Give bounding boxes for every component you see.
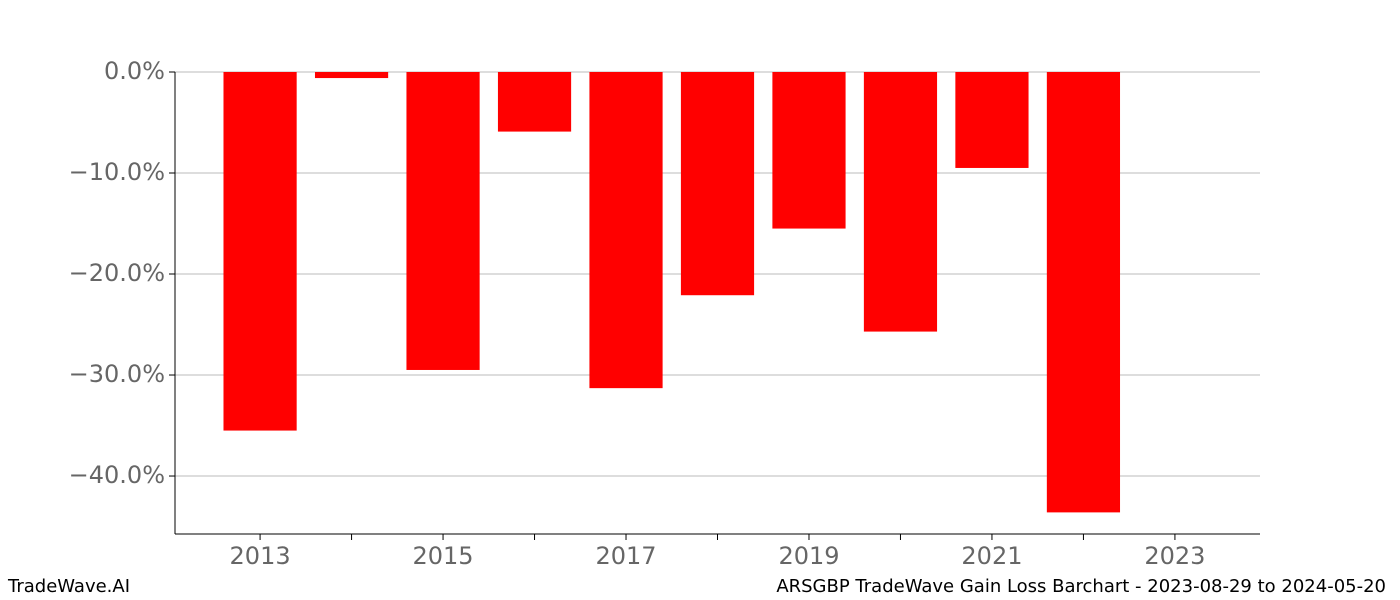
x-tick-label: 2021: [961, 542, 1022, 570]
bar: [223, 72, 297, 431]
y-tick-label: −20.0%: [69, 259, 165, 287]
brand: TradeWave.AI: [7, 576, 130, 597]
y-tick-label: −30.0%: [69, 360, 165, 388]
x-tick-label: 2019: [778, 542, 839, 570]
bar: [772, 72, 846, 229]
y-tick-label: −10.0%: [69, 158, 165, 186]
bar: [497, 72, 572, 132]
bar: [1046, 72, 1121, 513]
bar: [406, 72, 480, 370]
bar: [314, 72, 389, 79]
bar: [589, 72, 663, 389]
x-tick-label: 2013: [230, 542, 291, 570]
bar: [680, 72, 755, 296]
bar: [955, 72, 1029, 168]
bar: [863, 72, 938, 332]
y-tick-label: 0.0%: [104, 57, 165, 85]
x-tick-label: 2023: [1144, 542, 1205, 570]
chart-title: ARSGBP TradeWave Gain Loss Barchart - 20…: [776, 576, 1386, 597]
x-tick-label: 2017: [595, 542, 656, 570]
x-tick-label: 2015: [413, 542, 474, 570]
y-tick-label: −40.0%: [69, 461, 165, 489]
